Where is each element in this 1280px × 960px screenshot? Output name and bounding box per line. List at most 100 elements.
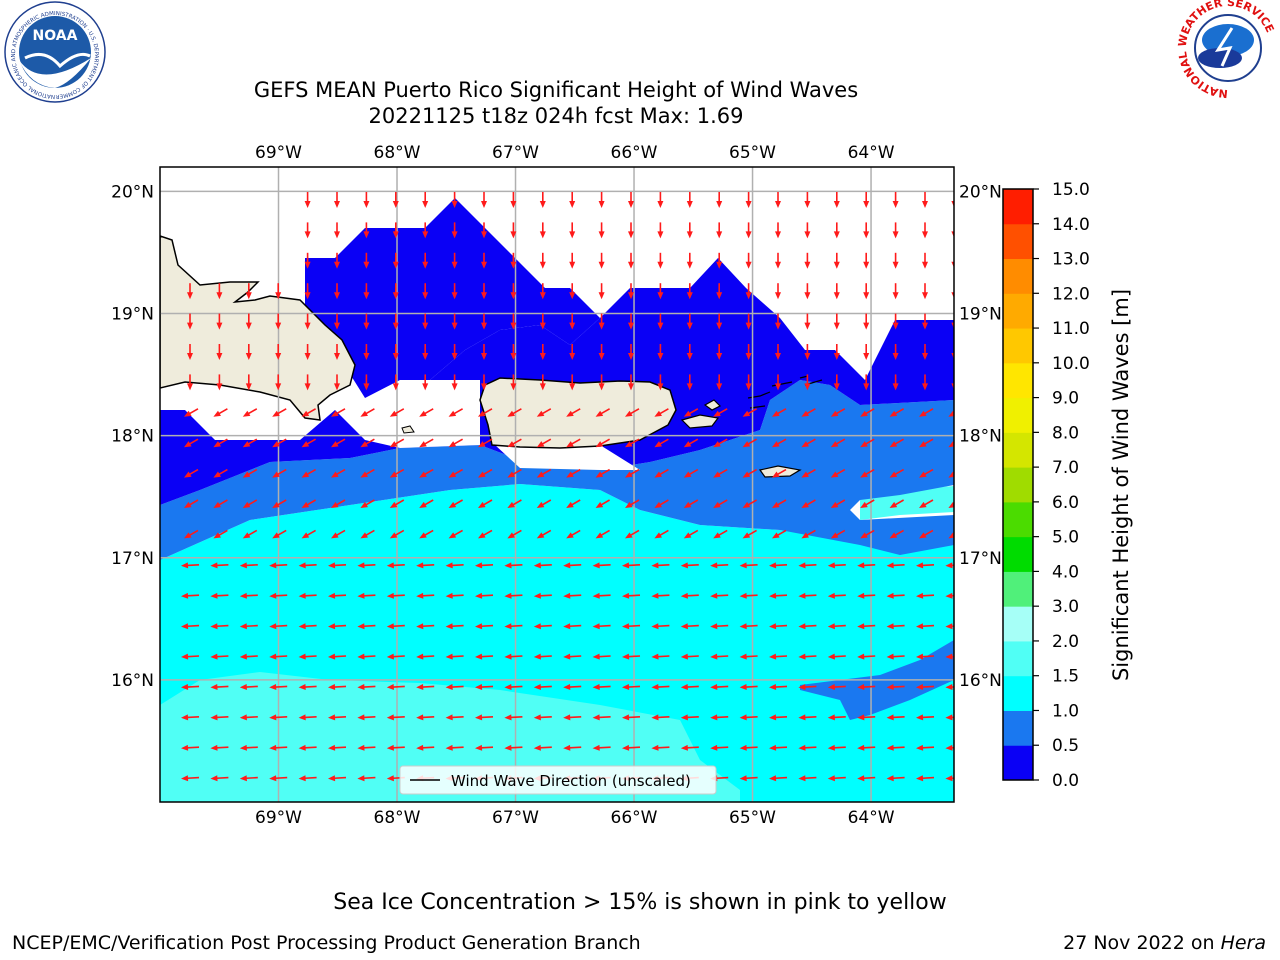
wave-direction-arrow	[331, 468, 346, 478]
wave-direction-arrow	[510, 344, 517, 360]
wave-direction-arrow	[892, 192, 899, 208]
wave-direction-arrow	[833, 374, 840, 391]
wave-direction-arrow	[328, 592, 347, 599]
wave-direction-arrow	[269, 744, 288, 751]
wave-direction-arrow	[860, 408, 875, 417]
wave-direction-arrow	[922, 222, 928, 239]
wave-direction-arrow	[304, 252, 311, 269]
wave-direction-arrow	[242, 408, 258, 417]
wave-direction-arrow	[680, 623, 699, 630]
wave-direction-arrow	[654, 529, 669, 539]
colorbar-tick-label: 8.0	[1052, 423, 1079, 443]
vieques-island	[680, 414, 720, 429]
wave-direction-arrow	[328, 744, 347, 751]
wave-direction-arrow	[745, 252, 752, 269]
wave-direction-arrow	[510, 374, 517, 391]
wave-direction-arrow	[566, 438, 581, 448]
wave-direction-arrow	[539, 374, 546, 391]
wave-direction-arrow	[598, 192, 605, 208]
wave-direction-arrow	[504, 684, 523, 691]
wave-direction-arrow	[272, 468, 287, 478]
wave-direction-arrow	[304, 283, 311, 300]
wave-direction-arrow	[772, 499, 787, 508]
wave-direction-arrow	[857, 562, 876, 569]
wave-direction-arrow	[716, 192, 723, 208]
wave-direction-arrow	[510, 252, 517, 269]
wave-direction-arrow	[713, 468, 728, 478]
wave-direction-arrow	[772, 468, 787, 478]
wave-direction-arrow	[304, 344, 311, 360]
wave-direction-arrow	[569, 252, 576, 269]
wave-direction-arrow	[422, 374, 429, 391]
wave-direction-arrow	[598, 344, 605, 360]
wave-direction-arrow	[569, 192, 576, 208]
colorbar-tick-label: 4.0	[1052, 562, 1079, 582]
wave-direction-arrow	[245, 313, 252, 330]
wave-direction-arrow	[187, 374, 193, 391]
wave-direction-arrow	[710, 623, 729, 630]
wave-direction-arrow	[213, 408, 228, 417]
wave-direction-arrow	[742, 468, 757, 478]
wave-direction-arrow	[657, 252, 664, 269]
wave-direction-arrow	[301, 438, 316, 448]
wave-direction-arrow	[210, 744, 229, 751]
wave-direction-arrow	[448, 529, 463, 539]
wave-direction-arrow	[533, 714, 552, 721]
wave-direction-arrow	[272, 408, 287, 417]
wave-direction-arrow	[804, 344, 811, 360]
sea-ice-caption: Sea Ice Concentration > 15% is shown in …	[333, 890, 947, 915]
wave-direction-arrow	[657, 344, 664, 360]
wave-direction-arrow	[392, 374, 399, 391]
wave-direction-arrow	[827, 562, 846, 569]
wave-direction-arrow	[419, 408, 434, 417]
wave-direction-arrow	[595, 499, 610, 508]
wave-direction-arrow	[389, 408, 405, 417]
wave-direction-arrow	[892, 374, 899, 391]
wave-direction-arrow	[213, 468, 228, 478]
wave-direction-arrow	[569, 283, 576, 300]
wave-direction-arrow	[422, 313, 429, 330]
wave-direction-arrow	[245, 283, 252, 300]
wave-direction-arrow	[422, 252, 429, 269]
wave-direction-arrow	[775, 283, 781, 300]
wave-direction-arrow	[686, 192, 693, 208]
wave-direction-arrow	[830, 438, 846, 448]
wave-direction-arrow	[328, 806, 346, 812]
wave-direction-arrow	[886, 623, 905, 630]
wave-direction-arrow	[478, 438, 493, 448]
wave-direction-arrow	[392, 252, 399, 269]
wave-direction-arrow	[216, 344, 223, 360]
wave-direction-arrow	[657, 192, 664, 208]
wave-direction-arrow	[683, 499, 699, 508]
wave-direction-arrow	[504, 562, 523, 569]
wave-direction-arrow	[481, 344, 487, 360]
wave-direction-arrow	[922, 374, 928, 391]
wave-direction-arrow	[622, 744, 641, 751]
wave-direction-arrow	[827, 744, 846, 751]
lon-tick-label: 64°W	[848, 143, 895, 163]
wave-direction-arrow	[269, 775, 288, 782]
wave-direction-arrow	[863, 313, 870, 330]
wave-direction-arrow	[716, 252, 723, 269]
colorbar-segment	[1003, 397, 1033, 433]
wave-direction-arrow	[275, 313, 282, 330]
wave-direction-arrow	[801, 499, 816, 508]
wave-direction-arrow	[363, 283, 370, 300]
wave-direction-arrow	[386, 653, 405, 660]
culebra-island	[703, 399, 722, 411]
wave-direction-arrow	[360, 529, 375, 539]
colorbar-segment	[1003, 675, 1033, 711]
wave-direction-arrow	[592, 623, 611, 630]
wave-direction-arrow	[386, 592, 405, 599]
colorbar-frame	[1002, 188, 1034, 781]
wave-direction-arrow	[686, 252, 693, 269]
wave-direction-arrow	[889, 408, 904, 417]
wave-direction-arrow	[772, 529, 787, 539]
wave-direction-arrow	[919, 408, 934, 417]
wave-direction-arrow	[507, 468, 522, 478]
wave-direction-arrow	[181, 623, 200, 630]
wave-direction-arrow	[742, 408, 757, 417]
wave-direction-arrow	[892, 252, 899, 269]
wave-direction-arrow	[445, 714, 464, 721]
wave-direction-arrow	[857, 653, 876, 660]
